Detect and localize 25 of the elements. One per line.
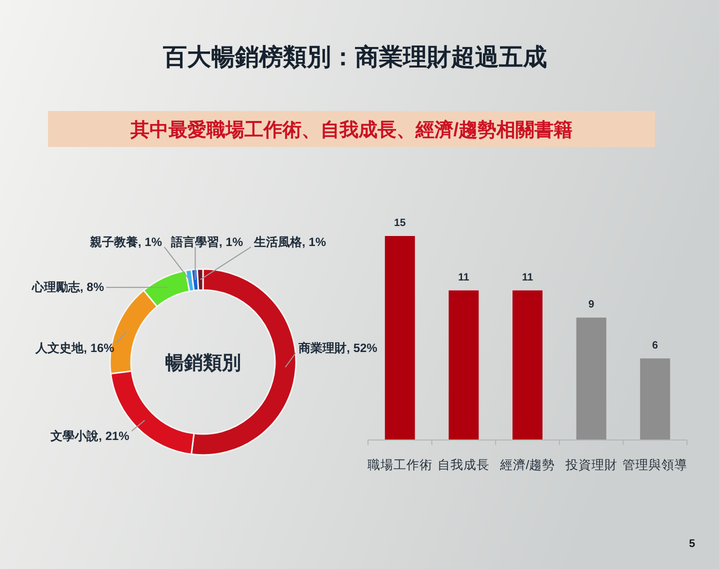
slice-label: 商業理財, 52%: [298, 341, 378, 355]
data-label: 15: [394, 217, 406, 229]
data-label: 11: [522, 271, 534, 284]
bar: [384, 236, 415, 440]
x-tick-label: 自我成長: [438, 458, 490, 472]
slice-label: 文學小說, 21%: [50, 429, 130, 443]
x-tick-label: 投資理財: [564, 458, 618, 472]
x-tick-label: 職場工作術: [367, 458, 432, 472]
text: 暢銷類別: [165, 353, 241, 374]
text: 百大暢銷榜類別：商業理財超過五成: [162, 44, 547, 71]
slice-label: 生活風格, 1%: [252, 235, 326, 249]
bar: [512, 290, 542, 440]
text: 5: [688, 538, 696, 550]
x-tick-label: 經濟/趨勢: [498, 458, 556, 472]
bar: [448, 290, 479, 440]
slice-label: 心理勵志, 8%: [30, 280, 104, 294]
data-label: 6: [652, 339, 658, 352]
data-label: 11: [458, 271, 470, 284]
bar: [576, 318, 606, 440]
text: 其中最愛職場工作術、自我成長、經濟/趨勢相關書籍: [129, 119, 573, 141]
slice-label: 語言學習, 1%: [170, 235, 244, 249]
data-label: 9: [588, 298, 594, 311]
bar: [640, 358, 670, 440]
slice-label: 親子教養, 1%: [88, 235, 162, 249]
x-tick-label: 管理與領導: [622, 458, 688, 472]
